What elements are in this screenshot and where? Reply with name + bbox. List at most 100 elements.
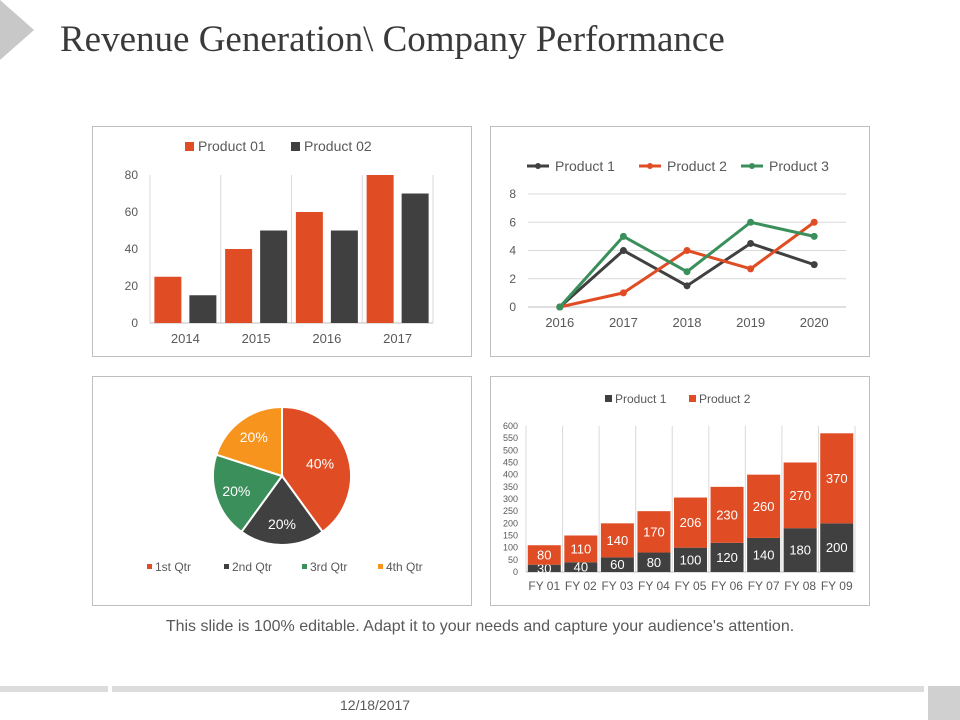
legend-label: Product 3: [769, 158, 829, 174]
legend-label: 3rd Qtr: [310, 560, 347, 574]
data-point: [747, 218, 755, 226]
x-tick-label: FY 03: [601, 579, 633, 593]
bar: [366, 175, 394, 323]
data-point: [810, 218, 818, 226]
x-tick-label: FY 04: [638, 579, 670, 593]
bar-segment: [783, 528, 817, 572]
data-label: 370: [826, 471, 848, 486]
y-tick-label: 100: [503, 543, 518, 553]
data-point: [810, 232, 818, 240]
y-tick-label: 60: [125, 205, 139, 219]
legend-label: 2nd Qtr: [232, 560, 272, 574]
legend-label: Product 01: [198, 138, 266, 154]
bar-segment: [674, 497, 707, 548]
bar: [330, 230, 358, 323]
legend-swatch: [185, 142, 194, 151]
data-point: [619, 247, 627, 254]
data-point: [683, 282, 691, 290]
y-tick-label: 0: [509, 300, 516, 314]
bar: [295, 212, 323, 323]
footer-bar-left: [0, 686, 108, 692]
data-label: 230: [716, 507, 738, 522]
x-tick-label: FY 02: [565, 579, 597, 593]
bar-segment: [527, 545, 561, 565]
pie-slice: [281, 405, 352, 534]
y-tick-label: 200: [503, 518, 518, 528]
data-label: 80: [647, 555, 661, 570]
data-label: 40: [574, 560, 588, 575]
x-tick-label: 2018: [673, 315, 702, 330]
y-tick-label: 150: [503, 531, 518, 541]
y-tick-label: 250: [503, 506, 518, 516]
data-point: [810, 261, 818, 269]
x-tick-label: FY 07: [748, 579, 780, 593]
x-tick-label: 2016: [545, 315, 574, 330]
y-tick-label: 350: [503, 482, 518, 492]
bar: [225, 249, 253, 323]
y-tick-label: 4: [509, 244, 516, 258]
x-tick-label: 2017: [383, 331, 412, 346]
legend-marker: [647, 163, 653, 169]
stacked-bar-chart: Product 1 Product 2 0 50 100 150 200 250 300 350 4…: [503, 392, 856, 593]
y-tick-label: 80: [125, 168, 139, 182]
data-label: 100: [680, 552, 702, 567]
y-tick-label: 400: [503, 470, 518, 480]
data-point: [556, 303, 564, 311]
legend-label: Product 1: [555, 158, 615, 174]
legend-swatch: [224, 564, 229, 569]
y-tick-label: 0: [131, 316, 138, 330]
bar-segment: [783, 462, 817, 529]
y-tick-label: 20: [125, 279, 139, 293]
legend-swatch: [378, 564, 383, 569]
legend-marker: [749, 163, 755, 169]
data-point: [747, 239, 755, 247]
legend-label: 4th Qtr: [386, 560, 423, 574]
bar-segment: [564, 562, 598, 572]
data-label: 80: [537, 547, 551, 562]
y-tick-label: 550: [503, 433, 518, 443]
y-tick-label: 300: [503, 494, 518, 504]
data-label: 120: [716, 550, 738, 565]
triangle-arrow-icon: [0, 0, 34, 60]
x-tick-label: FY 09: [821, 579, 853, 593]
x-tick-label: 2017: [609, 315, 638, 330]
bar-segment: [637, 552, 671, 572]
x-tick-label: 2014: [171, 331, 200, 346]
bar-segment: [600, 523, 634, 558]
x-tick-label: 2015: [242, 331, 271, 346]
data-point: [683, 247, 691, 254]
legend-swatch: [605, 395, 612, 402]
bar-segment: [747, 474, 781, 538]
bar-segment: [674, 547, 707, 572]
y-tick-label: 2: [509, 272, 516, 286]
legend-label: Product 02: [304, 138, 372, 154]
bar-segment: [747, 537, 781, 572]
pie-slice: [215, 405, 283, 478]
x-tick-label: FY 08: [784, 579, 816, 593]
data-point: [619, 289, 627, 297]
bar: [189, 295, 217, 323]
x-tick-label: FY 01: [528, 579, 560, 593]
slide-caption: This slide is 100% editable. Adapt it to…: [165, 618, 795, 635]
legend-label: Product 2: [699, 392, 751, 406]
bar: [154, 276, 182, 323]
y-tick-label: 6: [509, 215, 516, 229]
data-point: [619, 232, 627, 240]
pie-slice: [212, 453, 284, 534]
bar-segment: [637, 511, 671, 553]
y-tick-label: 8: [509, 187, 516, 201]
y-tick-label: 40: [125, 242, 139, 256]
grouped-bar-chart: Product 01 Product 02 0 20 40 60 80 2014 2015 201…: [125, 138, 434, 346]
legend-swatch: [147, 564, 152, 569]
data-label: 110: [570, 541, 591, 556]
bar-segment: [564, 535, 598, 563]
footer-bar: [112, 686, 924, 692]
x-tick-label: 2016: [312, 331, 341, 346]
y-tick-label: 50: [508, 555, 518, 565]
data-point: [683, 268, 691, 276]
bar-segment: [820, 523, 854, 572]
line-chart: Product 1 Product 2 Product 3 0 2 4 6 8 2016 2017…: [509, 158, 846, 330]
legend-swatch: [302, 564, 307, 569]
bar: [401, 193, 429, 323]
slice-label: 20%: [268, 516, 296, 532]
